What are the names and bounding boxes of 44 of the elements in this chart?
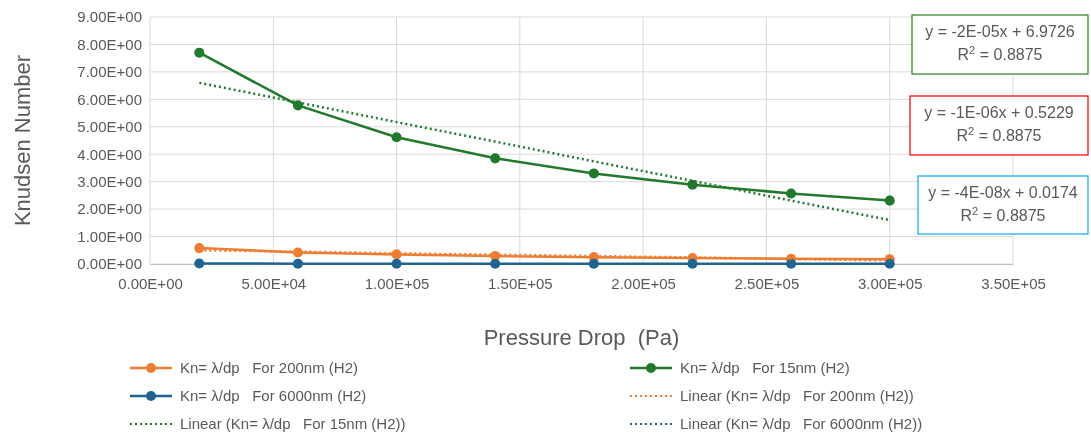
annotation: y = -4E-08x + 0.0174 R$^{2}$ = 0.8875: [928, 184, 1078, 224]
point: [786, 258, 797, 269]
legend-label: Linear (Kn= λ/dp For 200nm (H2)): [680, 387, 914, 404]
x-tick-label: 3.50E+05: [981, 274, 1046, 292]
x-tick-label: 2.00E+05: [611, 274, 676, 292]
legend-label: Kn= λ/dp For 6000nm (H2): [180, 387, 367, 404]
y-tick-label: 5.00E+00: [77, 118, 142, 136]
y-tick-label: 1.00E+00: [77, 227, 142, 245]
point: [490, 258, 501, 269]
annotation: y = -1E-06x + 0.5229 R$^{2}$ = 0.8875: [924, 104, 1074, 144]
point: [194, 47, 205, 58]
y-tick-label: 0.00E+00: [77, 255, 142, 273]
legend-label: Linear (Kn= λ/dp For 6000nm (H2)): [680, 415, 923, 432]
x-tick-label: 2.50E+05: [734, 274, 800, 292]
point: [194, 258, 205, 269]
x-axis-title: Pressure Drop (Pa): [483, 325, 680, 350]
x-tick-label: 1.50E+05: [488, 274, 553, 292]
y-tick-label: 7.00E+00: [77, 63, 142, 81]
point: [292, 258, 303, 269]
point: [391, 258, 402, 269]
y-tick-label: 4.00E+00: [77, 145, 142, 163]
point: [490, 153, 501, 164]
x-tick-label: 0.00E+00: [118, 274, 183, 292]
y-tick-label: 6.00E+00: [77, 90, 142, 108]
point: [588, 168, 599, 179]
point: [391, 132, 402, 143]
point: [687, 258, 698, 269]
point: [588, 258, 599, 269]
y-axis-title: Knudsen Number: [10, 54, 35, 227]
point: [194, 243, 205, 254]
y-tick-label: 8.00E+00: [77, 35, 142, 53]
legend-label: Kn= λ/dp For 15nm (H2): [680, 359, 850, 376]
legend-label: Kn= λ/dp For 200nm (H2): [180, 359, 358, 376]
y-tick-label: 9.00E+00: [77, 8, 142, 26]
y-tick-label: 3.00E+00: [77, 172, 142, 190]
point: [786, 188, 797, 199]
x-tick-label: 3.00E+05: [857, 274, 923, 292]
annotation: y = -2E-05x + 6.9726 R$^{2}$ = 0.8875: [925, 23, 1075, 63]
y-tick-label: 2.00E+00: [77, 200, 142, 218]
point: [884, 195, 895, 206]
legend-label: Linear (Kn= λ/dp For 15nm (H2)): [180, 415, 406, 432]
x-tick-label: 1.00E+05: [364, 274, 430, 292]
x-tick-label: 5.00E+04: [241, 274, 307, 292]
point: [884, 258, 895, 269]
